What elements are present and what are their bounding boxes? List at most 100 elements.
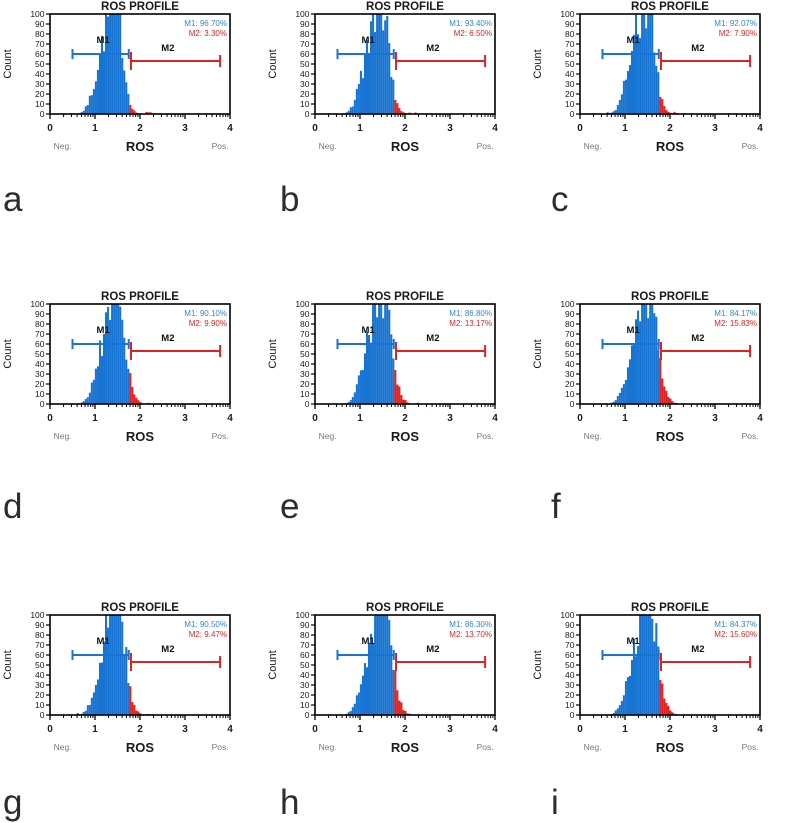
svg-text:80: 80 — [565, 29, 575, 39]
m1-gate-marker — [336, 49, 395, 59]
svg-text:30: 30 — [565, 680, 575, 690]
svg-text:10: 10 — [300, 389, 310, 399]
svg-text:0: 0 — [570, 109, 575, 119]
panel-letter-a: a — [3, 180, 23, 219]
svg-text:0: 0 — [40, 109, 45, 119]
svg-text:90: 90 — [565, 309, 575, 319]
svg-text:3: 3 — [712, 123, 718, 134]
m1-gate-marker — [601, 339, 660, 349]
svg-text:2: 2 — [667, 724, 673, 735]
m2-gate-marker — [660, 342, 752, 360]
svg-text:40: 40 — [35, 359, 45, 369]
svg-text:50: 50 — [35, 660, 45, 670]
svg-text:70: 70 — [35, 39, 45, 49]
svg-text:50: 50 — [35, 59, 45, 69]
svg-text:100: 100 — [30, 299, 44, 309]
neg-label: Neg. — [319, 742, 337, 752]
svg-text:4: 4 — [492, 413, 498, 424]
panel-letter-d: d — [3, 487, 23, 526]
m1-gate-marker — [336, 650, 395, 660]
m1-gate-label: M1 — [626, 325, 640, 336]
svg-text:4: 4 — [227, 724, 233, 735]
svg-text:40: 40 — [35, 69, 45, 79]
chart-title: ROS PROFILE — [366, 291, 444, 303]
y-axis-label: Count — [532, 339, 544, 368]
x-axis-ticks: 0 1 2 3 4 — [47, 404, 233, 424]
m2-percentage-stat: M2: 6.50% — [454, 29, 492, 38]
m2-percentage-stat: M2: 15.83% — [714, 319, 757, 328]
ros-histogram-panel-g: ROS PROFILE Count 0 10 20 30 40 50 60 70 80 90 100 0 1… — [0, 601, 250, 759]
svg-text:4: 4 — [757, 123, 763, 134]
svg-text:40: 40 — [35, 670, 45, 680]
svg-text:2: 2 — [402, 123, 408, 134]
svg-text:1: 1 — [622, 724, 628, 735]
svg-text:90: 90 — [35, 309, 45, 319]
chart-title: ROS PROFILE — [631, 602, 709, 614]
svg-text:50: 50 — [565, 59, 575, 69]
y-axis-label: Count — [2, 49, 14, 78]
x-axis-ticks: 0 1 2 3 4 — [47, 114, 233, 134]
svg-text:50: 50 — [300, 660, 310, 670]
svg-text:3: 3 — [182, 413, 188, 424]
x-axis-label: ROS — [656, 139, 685, 154]
m1-percentage-stat: M1: 84.37% — [714, 620, 757, 629]
svg-text:40: 40 — [565, 670, 575, 680]
neg-label: Neg. — [54, 742, 72, 752]
svg-text:0: 0 — [577, 724, 583, 735]
svg-text:60: 60 — [565, 650, 575, 660]
svg-text:3: 3 — [712, 413, 718, 424]
svg-text:0: 0 — [305, 109, 310, 119]
pos-label: Pos. — [477, 431, 494, 441]
svg-text:80: 80 — [300, 29, 310, 39]
svg-text:4: 4 — [227, 123, 233, 134]
m2-gate-marker — [660, 52, 752, 70]
svg-text:4: 4 — [227, 413, 233, 424]
m1-gate-marker — [71, 339, 130, 349]
m2-gate-marker — [130, 342, 222, 360]
svg-text:0: 0 — [47, 123, 53, 134]
svg-text:30: 30 — [35, 369, 45, 379]
pos-label: Pos. — [477, 141, 494, 151]
svg-text:3: 3 — [447, 724, 453, 735]
m2-gate-marker — [395, 653, 487, 671]
svg-text:100: 100 — [295, 9, 309, 19]
m2-percentage-stat: M2: 13.70% — [449, 630, 492, 639]
svg-text:0: 0 — [47, 724, 53, 735]
chart-title: ROS PROFILE — [631, 1, 709, 13]
svg-text:1: 1 — [92, 123, 98, 134]
m1-gate-marker — [601, 650, 660, 660]
svg-text:80: 80 — [565, 630, 575, 640]
chart-title: ROS PROFILE — [101, 1, 179, 13]
m2-percentage-stat: M2: 3.30% — [189, 29, 227, 38]
svg-text:30: 30 — [300, 369, 310, 379]
m1-percentage-stat: M1: 93.40% — [449, 19, 492, 28]
neg-label: Neg. — [54, 431, 72, 441]
svg-text:1: 1 — [92, 413, 98, 424]
svg-text:90: 90 — [300, 620, 310, 630]
m1-gate-label: M1 — [626, 35, 640, 46]
pos-label: Pos. — [742, 431, 759, 441]
svg-text:2: 2 — [667, 413, 673, 424]
svg-text:20: 20 — [35, 690, 45, 700]
panel-letter-h: h — [280, 783, 300, 822]
pos-label: Pos. — [742, 141, 759, 151]
svg-text:70: 70 — [565, 640, 575, 650]
svg-text:0: 0 — [577, 413, 583, 424]
svg-text:90: 90 — [300, 309, 310, 319]
svg-text:1: 1 — [622, 413, 628, 424]
m1-percentage-stat: M1: 92.07% — [714, 19, 757, 28]
y-axis-label: Count — [267, 49, 279, 78]
svg-text:80: 80 — [35, 29, 45, 39]
m2-gate-label: M2 — [691, 644, 704, 655]
svg-text:3: 3 — [447, 413, 453, 424]
x-axis-label: ROS — [656, 740, 685, 755]
y-axis-label: Count — [532, 650, 544, 679]
x-axis-label: ROS — [391, 740, 420, 755]
